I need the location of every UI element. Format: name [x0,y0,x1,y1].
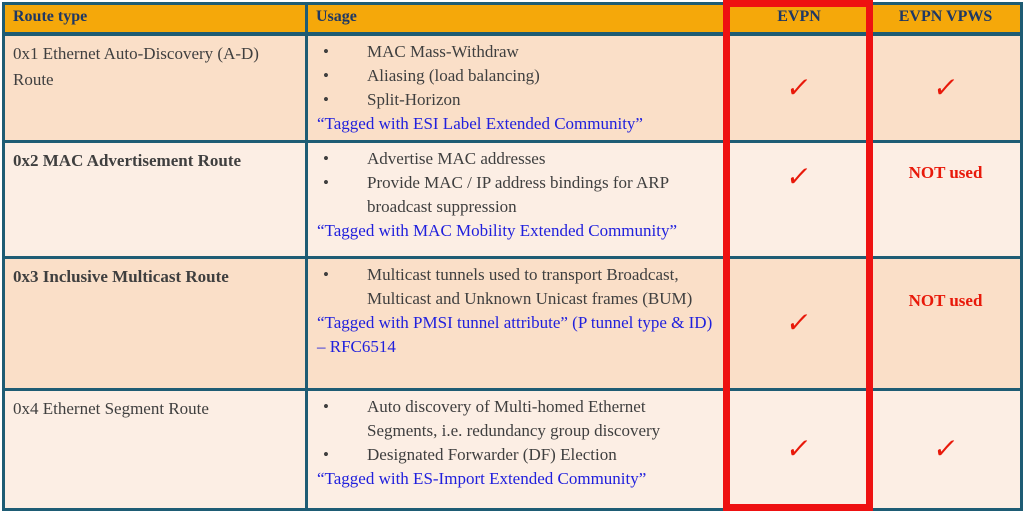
evpn-vpws-cell: NOT used [868,255,1023,391]
usage-bullet: • Auto discovery of Multi-homed Ethernet… [317,395,719,443]
table-row-0x4: 0x4 Ethernet Segment Route • Auto discov… [2,387,1023,511]
route-type-cell: 0x1 Ethernet Auto-Discovery (A-D) Route [2,32,308,143]
usage-bullet-text: Aliasing (load balancing) [367,65,540,85]
bullet-icon: • [323,148,329,168]
route-type-cell: 0x3 Inclusive Multicast Route [2,255,308,391]
table-header-row: Route type Usage EVPN EVPN VPWS [2,2,1023,36]
evpn-cell: ✓ [727,255,871,391]
usage-bullet: • Advertise MAC addresses [317,147,719,171]
evpn-support-mark: ✓ [784,70,814,104]
usage-bullet: • Designated Forwarder (DF) Election [317,443,719,467]
header-evpn-vpws: EVPN VPWS [868,2,1023,36]
evpn-vpws-support-mark: NOT used [908,290,983,310]
evpn-cell: ✓ [727,139,871,259]
evpn-vpws-cell: ✓ [868,387,1023,511]
bullet-icon: • [323,444,329,464]
usage-bullet-text: MAC Mass-Withdraw [367,41,519,61]
header-evpn: EVPN [727,2,871,36]
usage-bullet-text: Advertise MAC addresses [367,148,546,168]
table-row-0x1: 0x1 Ethernet Auto-Discovery (A-D) Route … [2,32,1023,143]
evpn-cell: ✓ [727,32,871,143]
bullet-icon: • [323,41,329,61]
route-type-cell: 0x2 MAC Advertisement Route [2,139,308,259]
evpn-support-mark: ✓ [784,432,814,465]
usage-note: “Tagged with ESI Label Extended Communit… [317,113,643,133]
usage-bullet-text: Split-Horizon [367,89,461,109]
route-type-cell: 0x4 Ethernet Segment Route [2,387,308,511]
table-row-0x2: 0x2 MAC Advertisement Route • Advertise … [2,139,1023,259]
usage-bullet-text: Auto discovery of Multi-homed Ethernet S… [367,396,661,440]
usage-cell: • MAC Mass-Withdraw • Aliasing (load bal… [305,32,730,143]
evpn-vpws-support-mark: NOT used [908,162,983,182]
evpn-support-mark: ✓ [784,159,814,193]
usage-bullet: • Aliasing (load balancing) [317,64,719,88]
usage-note: “Tagged with PMSI tunnel attribute” (P t… [317,312,713,356]
header-route-type: Route type [2,2,308,36]
usage-bullet: • Multicast tunnels used to transport Br… [317,263,719,311]
usage-cell: • Multicast tunnels used to transport Br… [305,255,730,391]
usage-bullet: • MAC Mass-Withdraw [317,40,719,64]
usage-bullet-text: Designated Forwarder (DF) Election [367,444,617,464]
bullet-icon: • [323,396,329,416]
evpn-support-mark: ✓ [784,306,814,339]
evpn-vpws-support-mark: ✓ [930,432,961,465]
evpn-vpws-cell: ✓ [868,32,1023,143]
usage-bullet-text: Provide MAC / IP address bindings for AR… [367,172,669,216]
bullet-icon: • [323,264,329,284]
evpn-cell: ✓ [727,387,871,511]
usage-cell: • Auto discovery of Multi-homed Ethernet… [305,387,730,511]
bullet-icon: • [323,89,329,109]
usage-bullet: • Provide MAC / IP address bindings for … [317,171,719,219]
usage-note: “Tagged with MAC Mobility Extended Commu… [317,220,678,240]
header-usage: Usage [305,2,730,36]
usage-note: “Tagged with ES-Import Extended Communit… [317,468,647,488]
evpn-vpws-support-mark: ✓ [930,70,961,104]
usage-bullet-text: Multicast tunnels used to transport Broa… [367,264,693,308]
usage-cell: • Advertise MAC addresses • Provide MAC … [305,139,730,259]
bullet-icon: • [323,65,329,85]
usage-bullet: • Split-Horizon [317,88,719,112]
bullet-icon: • [323,172,329,192]
evpn-vpws-cell: NOT used [868,139,1023,259]
table-row-0x3: 0x3 Inclusive Multicast Route • Multicas… [2,255,1023,391]
